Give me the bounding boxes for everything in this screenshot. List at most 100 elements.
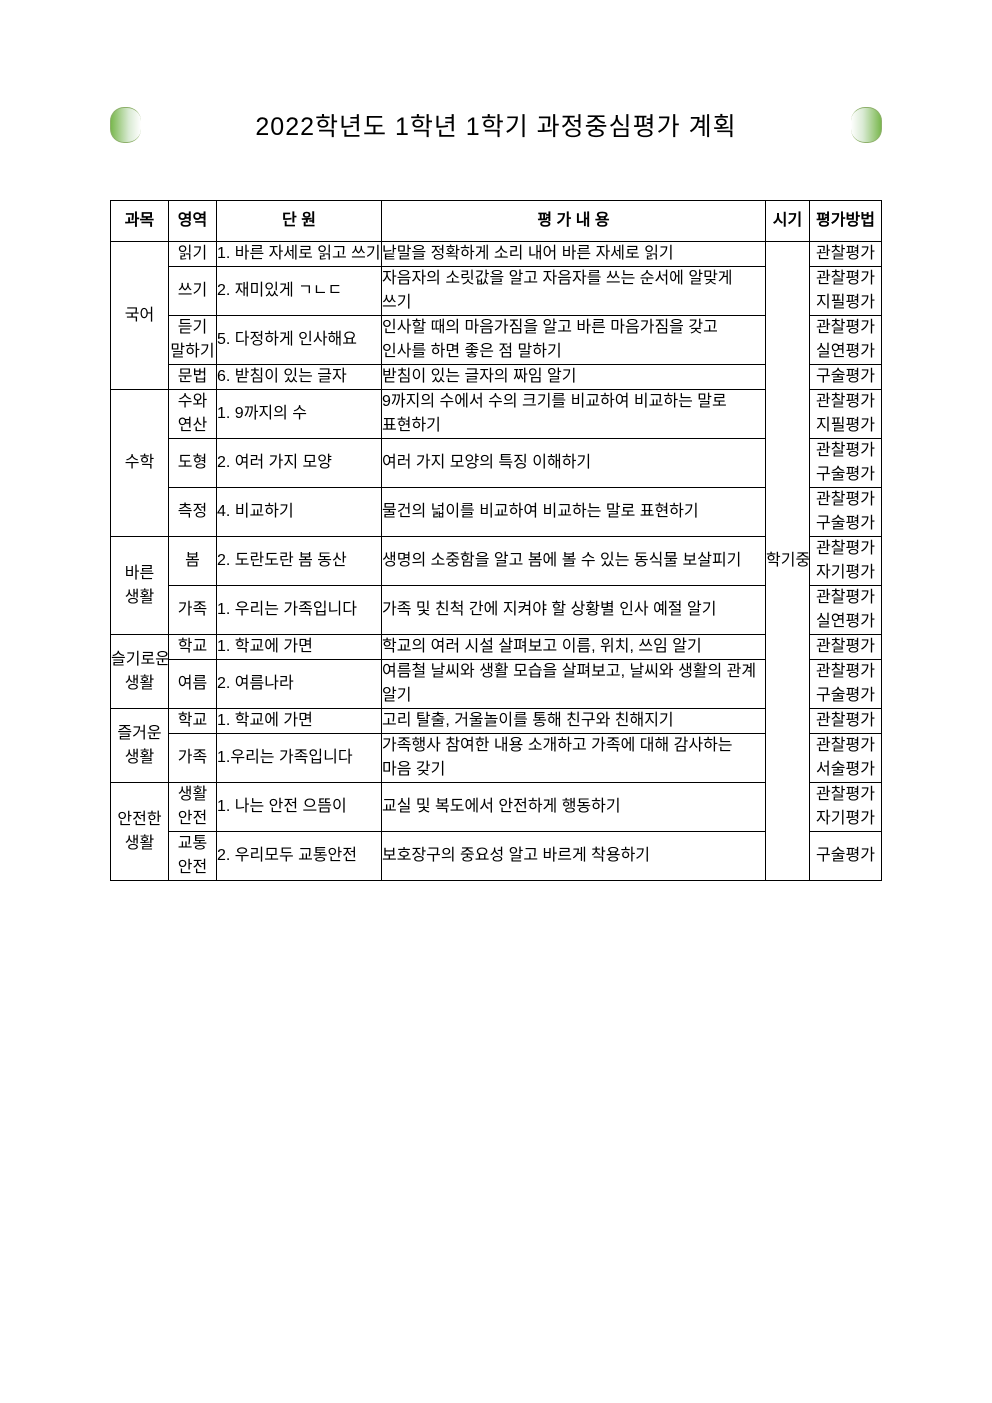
method-line: 관찰평가 [810,709,881,733]
table-header-row: 과목 영역 단 원 평 가 내 용 시기 평가방법 [111,201,882,242]
area-cell: 생활 안전 [169,783,217,832]
method-line: 자기평가 [810,807,881,831]
unit-cell: 2. 여러 가지 모양 [217,439,382,488]
header-unit: 단 원 [217,201,382,242]
area-cell: 학교 [169,635,217,660]
method-cell: 관찰평가실연평가 [810,586,882,635]
unit-cell: 2. 도란도란 봄 동산 [217,537,382,586]
content-cell: 자음자의 소릿값을 알고 자음자를 쓰는 순서에 알맞게 쓰기 [382,267,766,316]
unit-cell: 1. 학교에 가면 [217,635,382,660]
unit-cell: 1. 우리는 가족입니다 [217,586,382,635]
method-cell: 관찰평가구술평가 [810,660,882,709]
unit-cell: 4. 비교하기 [217,488,382,537]
content-cell: 보호장구의 중요성 알고 바르게 착용하기 [382,832,766,881]
content-cell: 물건의 넓이를 비교하여 비교하는 말로 표현하기 [382,488,766,537]
content-cell: 여름철 날씨와 생활 모습을 살펴보고, 날씨와 생활의 관계 알기 [382,660,766,709]
method-line: 실연평가 [810,340,881,364]
method-line: 구술평가 [810,463,881,487]
table-body: 국어읽기1. 바른 자세로 읽고 쓰기낱말을 정확하게 소리 내어 바른 자세로… [111,242,882,881]
unit-cell: 1.우리는 가족입니다 [217,734,382,783]
unit-cell: 2. 재미있게 ㄱㄴㄷ [217,267,382,316]
header-area: 영역 [169,201,217,242]
subject-cell: 국어 [111,242,169,390]
unit-cell: 1. 나는 안전 으뜸이 [217,783,382,832]
method-line: 관찰평가 [810,242,881,266]
subject-cell: 수학 [111,390,169,537]
method-line: 관찰평가 [810,783,881,807]
area-cell: 봄 [169,537,217,586]
method-line: 관찰평가 [810,537,881,561]
unit-cell: 2. 우리모두 교통안전 [217,832,382,881]
method-line: 관찰평가 [810,439,881,463]
subject-cell: 안전한 생활 [111,783,169,881]
method-line: 관찰평가 [810,267,881,291]
method-cell: 관찰평가구술평가 [810,488,882,537]
timing-cell: 학기중 [766,242,810,881]
unit-cell: 1. 바른 자세로 읽고 쓰기 [217,242,382,267]
content-cell: 생명의 소중함을 알고 봄에 볼 수 있는 동식물 보살피기 [382,537,766,586]
content-cell: 인사할 때의 마음가짐을 알고 바른 마음가짐을 갖고 인사를 하면 좋은 점 … [382,316,766,365]
content-cell: 여러 가지 모양의 특징 이해하기 [382,439,766,488]
method-line: 구술평가 [810,512,881,536]
area-cell: 가족 [169,586,217,635]
method-line: 관찰평가 [810,734,881,758]
unit-cell: 2. 여름나라 [217,660,382,709]
method-line: 관찰평가 [810,390,881,414]
table-header: 과목 영역 단 원 평 가 내 용 시기 평가방법 [111,201,882,242]
method-line: 구술평가 [810,365,881,389]
subject-cell: 슬기로운 생활 [111,635,169,709]
method-cell: 구술평가 [810,365,882,390]
header-timing: 시기 [766,201,810,242]
area-cell: 읽기 [169,242,217,267]
subject-cell: 바른 생활 [111,537,169,635]
unit-cell: 1. 9까지의 수 [217,390,382,439]
content-cell: 가족행사 참여한 내용 소개하고 가족에 대해 감사하는 마음 갖기 [382,734,766,783]
unit-cell: 6. 받침이 있는 글자 [217,365,382,390]
area-cell: 도형 [169,439,217,488]
method-line: 지필평가 [810,414,881,438]
method-cell: 관찰평가 [810,242,882,267]
method-line: 관찰평가 [810,316,881,340]
unit-cell: 1. 학교에 가면 [217,709,382,734]
method-line: 서술평가 [810,758,881,782]
title-cap-right [851,107,882,143]
method-line: 관찰평가 [810,660,881,684]
method-cell: 관찰평가서술평가 [810,734,882,783]
evaluation-plan-table: 과목 영역 단 원 평 가 내 용 시기 평가방법 국어읽기1. 바른 자세로 … [110,200,882,881]
area-cell: 수와 연산 [169,390,217,439]
method-cell: 관찰평가실연평가 [810,316,882,365]
document-page: 2022학년도 1학년 1학기 과정중심평가 계획 과목 영역 단 원 평 가 … [0,0,992,981]
method-cell: 관찰평가지필평가 [810,267,882,316]
area-cell: 교통 안전 [169,832,217,881]
method-cell: 관찰평가지필평가 [810,390,882,439]
header-method: 평가방법 [810,201,882,242]
method-line: 실연평가 [810,610,881,634]
header-content: 평 가 내 용 [382,201,766,242]
content-cell: 9까지의 수에서 수의 크기를 비교하여 비교하는 말로 표현하기 [382,390,766,439]
title-banner: 2022학년도 1학년 1학기 과정중심평가 계획 [110,100,882,150]
method-line: 관찰평가 [810,488,881,512]
subject-cell: 즐거운 생활 [111,709,169,783]
method-line: 지필평가 [810,291,881,315]
area-cell: 가족 [169,734,217,783]
area-cell: 듣기 말하기 [169,316,217,365]
method-cell: 관찰평가구술평가 [810,439,882,488]
area-cell: 학교 [169,709,217,734]
table-row: 국어읽기1. 바른 자세로 읽고 쓰기낱말을 정확하게 소리 내어 바른 자세로… [111,242,882,267]
content-cell: 교실 및 복도에서 안전하게 행동하기 [382,783,766,832]
method-cell: 구술평가 [810,832,882,881]
content-cell: 가족 및 친척 간에 지켜야 할 상황별 인사 예절 알기 [382,586,766,635]
method-cell: 관찰평가 [810,635,882,660]
method-cell: 관찰평가자기평가 [810,537,882,586]
method-line: 관찰평가 [810,586,881,610]
content-cell: 받침이 있는 글자의 짜임 알기 [382,365,766,390]
area-cell: 문법 [169,365,217,390]
unit-cell: 5. 다정하게 인사해요 [217,316,382,365]
area-cell: 쓰기 [169,267,217,316]
content-cell: 학교의 여러 시설 살펴보고 이름, 위치, 쓰임 알기 [382,635,766,660]
title-cap-left [110,107,141,143]
content-cell: 고리 탈출, 거울놀이를 통해 친구와 친해지기 [382,709,766,734]
area-cell: 여름 [169,660,217,709]
header-subject: 과목 [111,201,169,242]
method-line: 구술평가 [810,844,881,868]
